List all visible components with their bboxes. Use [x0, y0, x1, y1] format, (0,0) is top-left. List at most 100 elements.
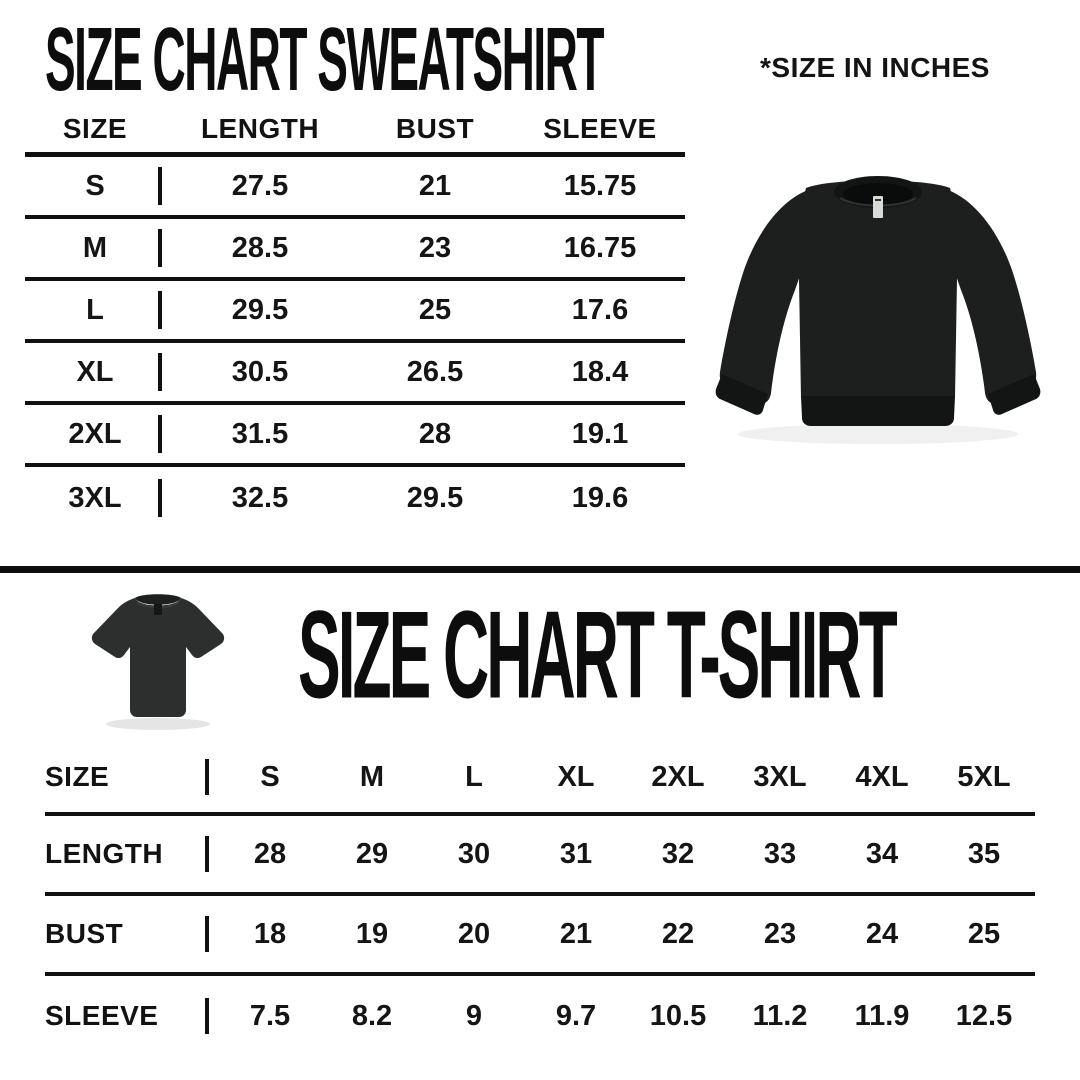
tshirt-bust-row: BUST 18 19 20 21 22 23 24 25 [45, 896, 1035, 976]
row-label-length: LENGTH [45, 838, 164, 869]
sleeve-cell: 18.4 [571, 355, 629, 388]
length-value: 33 [763, 837, 797, 870]
bust-cell: 29.5 [406, 481, 464, 514]
bust-cell: 28 [418, 417, 452, 450]
sweatshirt-hem [801, 396, 955, 426]
column-separator [158, 167, 162, 205]
column-separator [158, 229, 162, 267]
col-header-bust: BUST [395, 112, 475, 144]
size-col-4xl: 4XL [855, 760, 909, 793]
bust-cell: 23 [418, 231, 452, 264]
size-col-l: L [465, 760, 483, 793]
length-cell: 29.5 [231, 293, 289, 326]
sleeve-value: 7.5 [249, 999, 291, 1032]
size-col-s: S [260, 760, 280, 793]
bust-value: 21 [559, 917, 593, 950]
table-row: 2XL 31.5 28 19.1 [25, 405, 685, 467]
sweatshirt-right-sleeve [948, 190, 1037, 404]
tshirt-sleeve-row: SLEEVE 7.5 8.2 9 9.7 10.5 11.2 11.9 12.5 [45, 976, 1035, 1056]
size-cell: 3XL [68, 481, 122, 514]
column-separator [205, 916, 209, 952]
sweatshirt-tag-mark [875, 199, 881, 201]
table-row: 3XL 32.5 29.5 19.6 [25, 467, 685, 529]
row-label-bust: BUST [45, 918, 124, 949]
sleeve-cell: 17.6 [571, 293, 629, 326]
table-row: XL 30.5 26.5 18.4 [25, 343, 685, 405]
sweatshirt-left-cuff [715, 374, 768, 415]
bust-cell: 25 [418, 293, 452, 326]
size-col-3xl: 3XL [753, 760, 807, 793]
bust-value: 18 [253, 917, 287, 950]
size-col-2xl: 2XL [651, 760, 705, 793]
bust-value: 23 [763, 917, 797, 950]
bust-value: 25 [967, 917, 1001, 950]
length-value: 32 [661, 837, 695, 870]
bust-cell: 26.5 [406, 355, 464, 388]
length-cell: 27.5 [231, 169, 289, 202]
sleeve-value: 10.5 [649, 999, 707, 1032]
sleeve-value: 12.5 [955, 999, 1013, 1032]
column-separator [205, 836, 209, 872]
length-value: 30 [457, 837, 491, 870]
col-header-length: LENGTH [200, 112, 320, 144]
column-separator [158, 479, 162, 517]
row-label-sleeve: SLEEVE [45, 1000, 159, 1031]
sleeve-value: 11.9 [854, 999, 910, 1032]
size-cell: 2XL [68, 417, 122, 450]
length-value: 34 [865, 837, 899, 870]
length-value: 35 [967, 837, 1001, 870]
sweatshirt-title: SIZE CHART SWEATSHIRT [45, 14, 604, 104]
length-cell: 32.5 [231, 481, 289, 514]
sleeve-value: 11.2 [752, 999, 808, 1032]
column-separator [158, 353, 162, 391]
length-value: 29 [355, 837, 389, 870]
sleeve-cell: 19.6 [571, 481, 629, 514]
column-separator [158, 415, 162, 453]
column-separator [158, 291, 162, 329]
sweatshirt-size-table: SIZE LENGTH BUST SLEEVE S 27.5 21 15.75 … [25, 105, 685, 529]
size-unit-note: *SIZE IN INCHES [760, 52, 990, 83]
tshirt-table-header: SIZE S M L XL 2XL 3XL 4XL 5XL [45, 742, 1035, 816]
table-row: M 28.5 23 16.75 [25, 219, 685, 281]
sweatshirt-image [715, 176, 1041, 444]
size-cell: S [85, 169, 105, 202]
table-row: L 29.5 25 17.6 [25, 281, 685, 343]
section-divider [0, 566, 1080, 573]
length-cell: 30.5 [231, 355, 289, 388]
size-col-5xl: 5XL [957, 760, 1011, 793]
col-header-size: SIZE [62, 112, 128, 144]
table-row: S 27.5 21 15.75 [25, 157, 685, 219]
tshirt-title-text: SIZE CHART T-SHIRT [298, 584, 898, 725]
length-cell: 31.5 [231, 417, 289, 450]
tshirt-title: SIZE CHART T-SHIRT [298, 592, 898, 717]
bust-value: 19 [355, 917, 389, 950]
tshirt-image [91, 594, 225, 730]
sleeve-value: 8.2 [351, 999, 393, 1032]
sleeve-cell: 16.75 [563, 231, 637, 264]
tshirt-shadow [106, 718, 210, 730]
size-cell: XL [76, 355, 114, 388]
tshirt-size-table: SIZE S M L XL 2XL 3XL 4XL 5XL LENGTH 28 … [45, 742, 1035, 1056]
bust-value: 20 [457, 917, 491, 950]
sweatshirt-shadow [738, 424, 1018, 444]
column-separator [205, 759, 209, 795]
sweatshirt-neck-tag [873, 196, 883, 218]
length-value: 31 [559, 837, 593, 870]
bust-cell: 21 [418, 169, 452, 202]
tshirt-length-row: LENGTH 28 29 30 31 32 33 34 35 [45, 816, 1035, 896]
size-cell: M [82, 231, 108, 264]
sweatshirt-body [798, 180, 958, 398]
row-header-size: SIZE [45, 761, 110, 792]
sleeve-value: 9.7 [555, 999, 597, 1032]
col-header-sleeve: SLEEVE [543, 112, 657, 144]
size-col-xl: XL [557, 760, 595, 793]
sleeve-value: 9 [465, 999, 483, 1032]
sweatshirt-right-cuff [988, 374, 1041, 415]
bust-value: 24 [865, 917, 899, 950]
tshirt-neck-tag [154, 604, 162, 615]
sweatshirt-title-text: SIZE CHART SWEATSHIRT [45, 8, 604, 110]
sleeve-cell: 19.1 [571, 417, 629, 450]
tshirt-collar [135, 594, 181, 605]
size-cell: L [86, 293, 104, 326]
